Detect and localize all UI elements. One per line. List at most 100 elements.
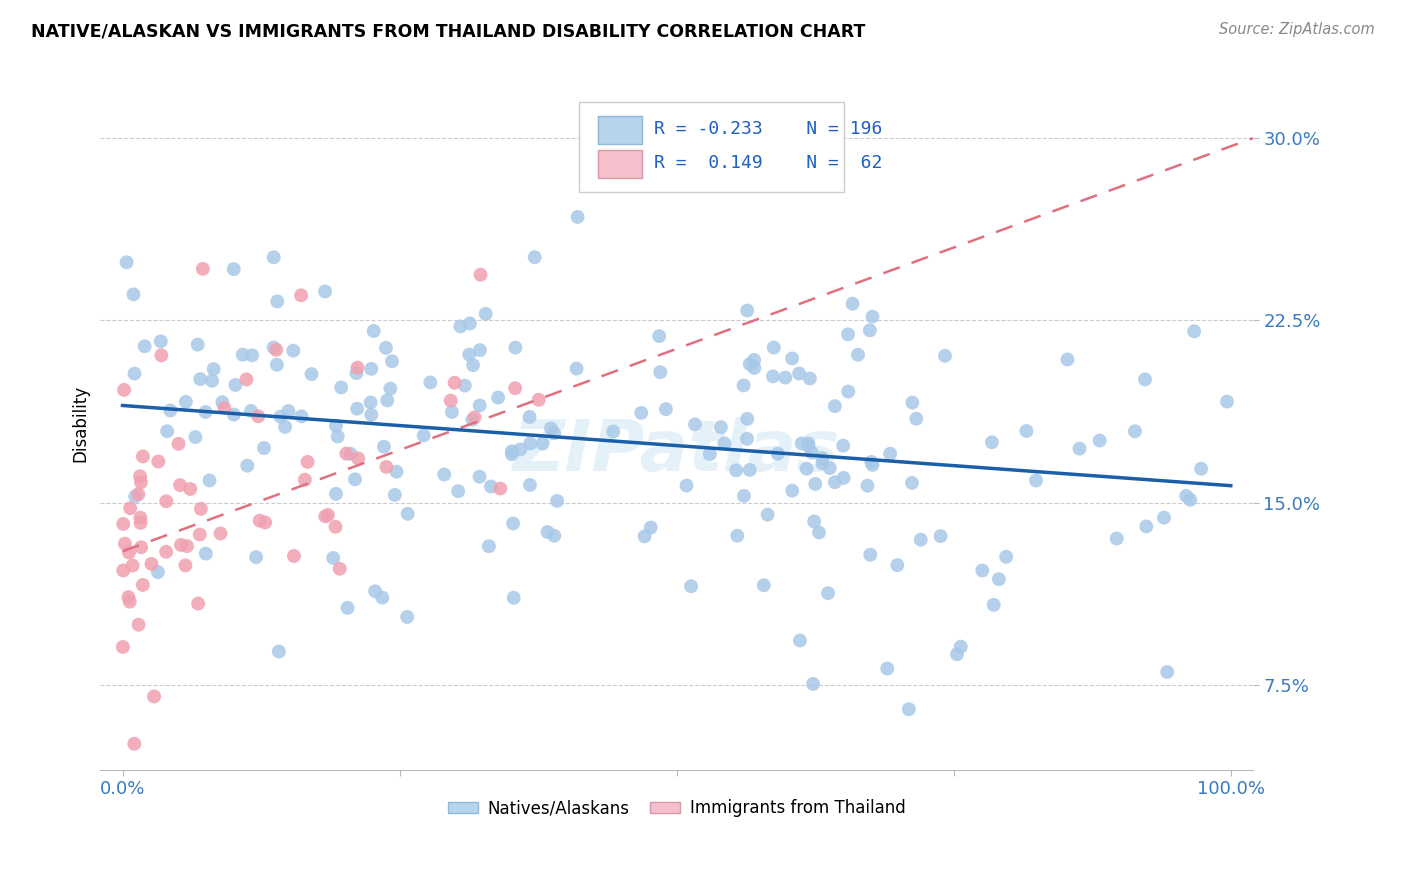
Point	[1189, 461, 1212, 475]
Point	[174, 558, 197, 573]
Point	[380, 382, 402, 396]
Point	[170, 538, 193, 552]
Point	[156, 424, 179, 438]
Point	[150, 348, 173, 362]
Point	[240, 404, 263, 418]
Point	[124, 490, 146, 504]
Point	[211, 395, 233, 409]
Point	[1056, 352, 1078, 367]
Point	[316, 508, 339, 522]
Point	[546, 494, 568, 508]
Point	[267, 644, 290, 658]
Point	[330, 380, 353, 394]
Point	[335, 446, 357, 460]
Point	[214, 401, 236, 415]
Point	[124, 737, 146, 751]
Point	[325, 418, 347, 433]
Point	[789, 633, 811, 648]
Point	[738, 357, 761, 371]
Point	[983, 598, 1005, 612]
Point	[198, 474, 221, 488]
Point	[141, 557, 163, 571]
FancyBboxPatch shape	[599, 150, 643, 178]
Point	[454, 378, 477, 392]
Point	[269, 409, 291, 424]
Point	[519, 478, 541, 492]
Point	[800, 445, 823, 459]
Point	[155, 494, 177, 508]
Point	[901, 475, 924, 490]
Point	[266, 358, 288, 372]
Point	[127, 487, 149, 501]
Point	[832, 439, 855, 453]
Point	[655, 402, 678, 417]
Point	[543, 426, 565, 441]
Point	[167, 437, 190, 451]
FancyBboxPatch shape	[599, 116, 643, 144]
Point	[176, 539, 198, 553]
Point	[249, 514, 271, 528]
Point	[859, 323, 882, 337]
Point	[1025, 474, 1047, 488]
Point	[742, 352, 765, 367]
Point	[744, 361, 766, 376]
Point	[114, 537, 136, 551]
Point	[505, 341, 527, 355]
Point	[910, 533, 932, 547]
Point	[1015, 424, 1038, 438]
Point	[860, 455, 883, 469]
Point	[433, 467, 456, 482]
Point	[447, 484, 470, 499]
Point	[364, 584, 387, 599]
Text: ZIPatlas: ZIPatlas	[513, 417, 841, 486]
Point	[381, 354, 404, 368]
Point	[314, 509, 336, 524]
Point	[297, 455, 319, 469]
Point	[449, 319, 471, 334]
Point	[797, 436, 820, 450]
Point	[458, 317, 481, 331]
Point	[222, 262, 245, 277]
Point	[801, 677, 824, 691]
Point	[543, 529, 565, 543]
Point	[1135, 519, 1157, 533]
Point	[519, 436, 541, 450]
Point	[897, 702, 920, 716]
Point	[117, 590, 139, 604]
Point	[294, 473, 316, 487]
Point	[360, 395, 382, 409]
Point	[804, 477, 827, 491]
Point	[519, 409, 541, 424]
Point	[468, 343, 491, 357]
Point	[733, 489, 755, 503]
Point	[120, 501, 142, 516]
Point	[384, 488, 406, 502]
Point	[245, 550, 267, 565]
Point	[775, 370, 797, 384]
Point	[314, 285, 336, 299]
Point	[1123, 424, 1146, 438]
Point	[224, 378, 246, 392]
FancyBboxPatch shape	[579, 102, 844, 192]
Point	[837, 327, 859, 342]
Point	[132, 578, 155, 592]
Point	[766, 447, 789, 461]
Point	[360, 408, 382, 422]
Point	[675, 478, 697, 492]
Y-axis label: Disability: Disability	[72, 385, 89, 462]
Point	[502, 591, 524, 605]
Point	[811, 451, 834, 466]
Point	[263, 341, 285, 355]
Point	[752, 578, 775, 592]
Point	[112, 383, 135, 397]
Point	[797, 439, 820, 453]
Point	[277, 404, 299, 418]
Point	[222, 408, 245, 422]
Point	[699, 447, 721, 461]
Point	[841, 296, 863, 310]
Point	[132, 450, 155, 464]
Point	[121, 558, 143, 573]
Point	[266, 294, 288, 309]
Point	[346, 360, 368, 375]
Point	[339, 447, 361, 461]
